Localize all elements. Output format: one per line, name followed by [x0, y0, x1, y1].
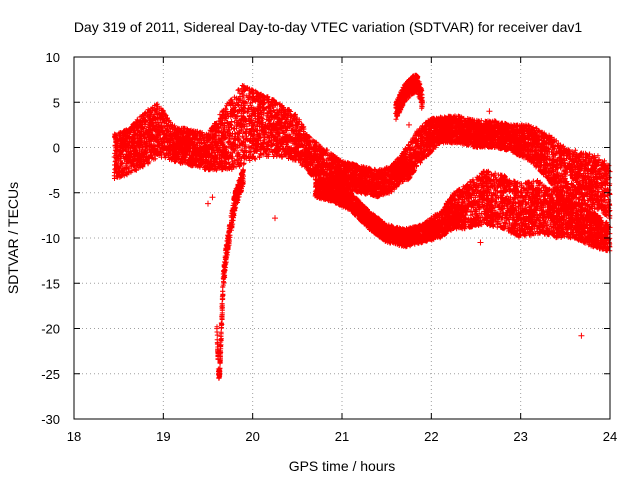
outlier-point [486, 108, 493, 115]
outlier-point [209, 194, 216, 201]
y-tick-label: -30 [41, 412, 60, 427]
series-markers [111, 83, 613, 221]
x-tick-label: 19 [156, 429, 170, 444]
y-tick-label: 5 [53, 95, 60, 110]
y-tick-label: 10 [46, 50, 60, 65]
series-markers [214, 167, 246, 381]
series-markers [393, 72, 425, 122]
data-layer [111, 72, 613, 381]
x-tick-label: 22 [424, 429, 438, 444]
series-lower-branch [312, 168, 613, 254]
x-tick-label: 21 [335, 429, 349, 444]
outlier-point [205, 200, 211, 207]
y-tick-label: -5 [48, 186, 60, 201]
outlier-point [578, 332, 585, 339]
x-tick-label: 24 [603, 429, 617, 444]
y-tick-label: -20 [41, 322, 60, 337]
outlier-point [272, 215, 278, 222]
series-peak-near-21-8-h [393, 72, 425, 122]
y-tick-label: -10 [41, 231, 60, 246]
y-tick-label: 0 [53, 141, 60, 156]
chart-title: Day 319 of 2011, Sidereal Day-to-day VTE… [74, 19, 583, 35]
y-tick-label: -15 [41, 276, 60, 291]
series-upper-band [111, 83, 613, 221]
x-tick-label: 20 [245, 429, 259, 444]
tick-layer: 18 19 20 21 22 23 24 10 5 0 -5 -10 -15 -20 -25 -30 [41, 50, 617, 444]
y-tick-label: -25 [41, 367, 60, 382]
x-tick-label: 18 [67, 429, 81, 444]
series-markers [312, 168, 613, 254]
outlier-point [406, 121, 412, 128]
x-axis-title: GPS time / hours [289, 458, 396, 474]
y-axis-title: SDTVAR / TECUs [5, 182, 21, 294]
series-dip-near-19-6-h [214, 167, 246, 381]
outlier-point [477, 239, 484, 246]
x-tick-label: 23 [513, 429, 527, 444]
